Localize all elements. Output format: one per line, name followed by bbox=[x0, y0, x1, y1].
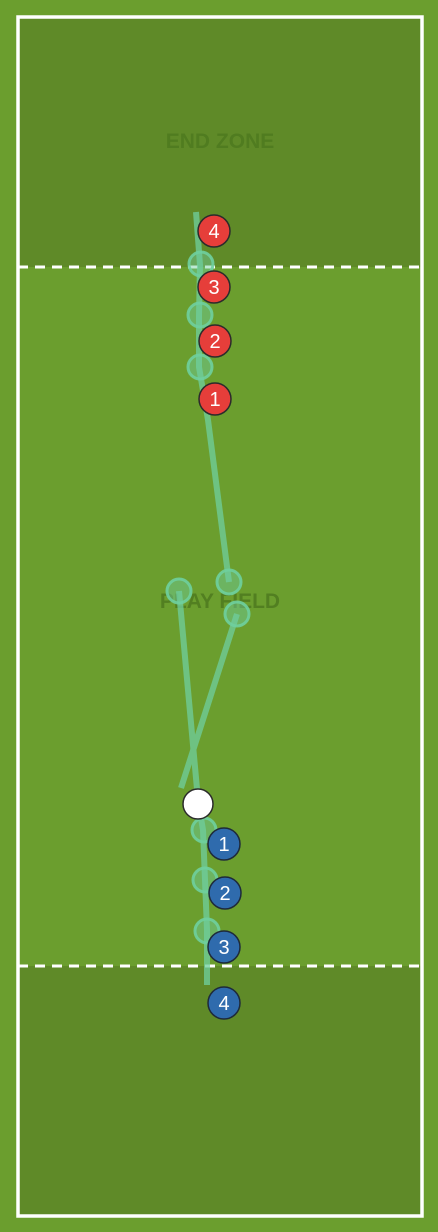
red-player-3[interactable]: 3 bbox=[197, 270, 231, 304]
red-player-4[interactable]: 4 bbox=[197, 214, 231, 248]
blue-player-number: 4 bbox=[218, 993, 229, 1015]
blue-player-2[interactable]: 2 bbox=[208, 876, 242, 910]
disc-throw-path bbox=[178, 613, 240, 789]
waypoint-marker bbox=[165, 577, 193, 605]
end-zone-label: END ZONE bbox=[166, 130, 275, 153]
red-player-2[interactable]: 2 bbox=[198, 324, 232, 358]
red-player-token bbox=[198, 382, 232, 416]
red-player-token bbox=[198, 324, 232, 358]
waypoint-marker bbox=[215, 568, 243, 596]
blue-player-token bbox=[207, 827, 241, 861]
field-boundary bbox=[16, 15, 424, 1218]
blue-player-token bbox=[207, 930, 241, 964]
blue-player-3[interactable]: 3 bbox=[207, 930, 241, 964]
blue-player-1[interactable]: 1 bbox=[207, 827, 241, 861]
red-player-1[interactable]: 1 bbox=[198, 382, 232, 416]
path-waypoints bbox=[165, 250, 251, 945]
blue-player-number: 2 bbox=[219, 883, 230, 905]
waypoint-marker bbox=[186, 301, 214, 329]
red-player-number: 4 bbox=[208, 221, 219, 243]
red-player-token bbox=[197, 214, 231, 248]
red-player-number: 3 bbox=[208, 277, 219, 299]
blue-player-4[interactable]: 4 bbox=[207, 986, 241, 1020]
waypoint-marker bbox=[223, 600, 251, 628]
red-player-number: 1 bbox=[209, 389, 220, 411]
blue-cutter-path bbox=[176, 590, 210, 985]
disc-icon[interactable] bbox=[182, 788, 214, 820]
play-field-area bbox=[18, 267, 421, 966]
waypoint-marker bbox=[186, 353, 214, 381]
waypoint-marker bbox=[187, 250, 215, 278]
blue-player-token bbox=[208, 876, 242, 910]
red-player-token bbox=[197, 270, 231, 304]
red-player-number: 2 bbox=[209, 331, 220, 353]
blue-team: 1 2 3 4 bbox=[207, 827, 242, 1020]
blue-player-token bbox=[207, 986, 241, 1020]
blue-player-number: 1 bbox=[218, 834, 229, 856]
blue-player-number: 3 bbox=[218, 937, 229, 959]
red-team: 4 3 2 1 bbox=[197, 214, 232, 416]
